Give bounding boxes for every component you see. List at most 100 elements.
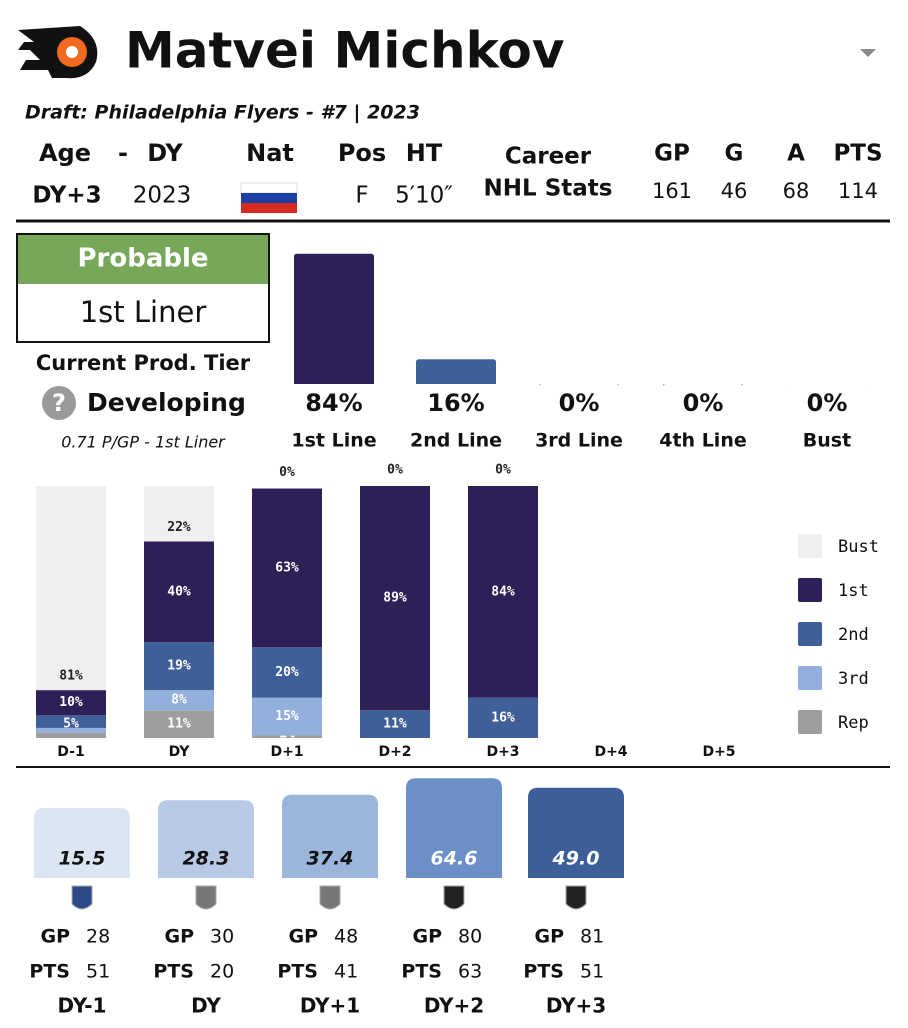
bio-header: Age <box>39 139 91 167</box>
flag-blue <box>241 193 297 203</box>
stack-segment <box>468 486 538 698</box>
league-logo <box>71 885 93 910</box>
outcome-value: 0% <box>683 389 724 417</box>
segment-label: 0% <box>495 463 511 478</box>
flag <box>240 182 298 213</box>
stack-category: DY <box>169 744 191 760</box>
pts-value: 41 <box>334 961 358 983</box>
stat-label: PTS <box>401 961 442 983</box>
season-bar <box>528 787 624 878</box>
dropdown[interactable] <box>860 49 876 57</box>
segment-label: 22% <box>167 520 191 535</box>
league-logo <box>319 885 341 910</box>
stack-segment <box>36 732 106 738</box>
player-name: Matvei Michkov <box>125 22 564 80</box>
segment-label: 0% <box>279 465 295 480</box>
stack-segment <box>252 647 322 698</box>
tier: 1st Liner <box>80 295 207 329</box>
season-category: DY+3 <box>546 994 606 1018</box>
outcome-category: 2nd Line <box>410 430 502 452</box>
stat-label: PTS <box>153 961 194 983</box>
bio-value: F <box>355 183 368 209</box>
season-category: DY <box>191 994 221 1018</box>
stat-label: PTS <box>523 961 564 983</box>
outcome-category: 1st Line <box>291 430 376 452</box>
career-header: GP <box>654 141 690 167</box>
gp-value: 30 <box>210 926 234 948</box>
outcome-bar <box>539 384 619 387</box>
outcome-value: 0% <box>559 389 600 417</box>
stack-segment <box>252 697 322 736</box>
career-value: 68 <box>783 179 810 203</box>
career-title: NHL Stats <box>484 176 613 202</box>
career-title: Career <box>505 144 592 170</box>
legend-label: Rep <box>838 713 869 733</box>
stack-category: D+2 <box>378 744 411 760</box>
legend-swatch <box>798 666 822 690</box>
flag-white <box>240 182 298 194</box>
legend-swatch <box>798 710 822 734</box>
stack-segment <box>144 642 214 691</box>
team-logo <box>18 26 98 79</box>
season-value: 15.5 <box>59 848 106 870</box>
stat-label: PTS <box>277 961 318 983</box>
draft-info: Draft: Philadelphia Flyers - #7 | 2023 <box>25 102 420 124</box>
bio-value: 2023 <box>133 183 192 209</box>
legend-label: 2nd <box>838 625 869 645</box>
outcome-value: 0% <box>807 389 848 417</box>
logo-center <box>66 46 78 58</box>
stat-label: GP <box>412 926 442 948</box>
pts-value: 20 <box>210 961 234 983</box>
segment-label: 15% <box>275 709 299 724</box>
stat-label: GP <box>534 926 564 948</box>
stack-segment <box>144 710 214 738</box>
flag-red <box>241 203 297 213</box>
gp-value: 81 <box>580 926 604 948</box>
segment-label: 5% <box>63 716 79 731</box>
season-category: DY-1 <box>58 994 107 1018</box>
legend-label: Bust <box>838 537 879 557</box>
stack-segment <box>36 690 106 716</box>
rate: 0.71 P/GP - 1st Liner <box>61 433 226 452</box>
segment-label: 16% <box>491 710 515 725</box>
segment-label: 20% <box>275 665 299 680</box>
legend-swatch <box>798 622 822 646</box>
stack-category: D+1 <box>270 744 303 760</box>
segment-label: 0% <box>387 463 403 478</box>
outcome-category: 3rd Line <box>535 430 623 452</box>
help-glyph: ? <box>52 389 66 417</box>
season-bar <box>282 794 378 878</box>
stack-segment <box>36 486 106 691</box>
stack-segment <box>36 727 106 733</box>
segment-label: 63% <box>275 560 299 575</box>
stack-segment <box>252 735 322 738</box>
career-header: G <box>725 141 744 167</box>
season-value: 64.6 <box>431 848 478 870</box>
segment-label: 11% <box>383 717 407 732</box>
legend-label: 1st <box>838 581 869 601</box>
stat-label: GP <box>288 926 318 948</box>
season-bar <box>158 800 254 878</box>
stack-segment <box>144 541 214 643</box>
stack-segment <box>252 488 322 648</box>
season-category: DY+1 <box>300 994 360 1018</box>
stat-label: GP <box>164 926 194 948</box>
help-icon[interactable] <box>42 386 76 420</box>
status: Developing <box>87 388 246 417</box>
gp-value: 80 <box>458 926 482 948</box>
outcome-value: 84% <box>305 389 362 417</box>
stack-category: D+5 <box>702 744 735 760</box>
bio-value: DY+3 <box>32 183 101 209</box>
stack-segment <box>144 690 214 711</box>
league-logo <box>443 885 465 910</box>
outcome-bar <box>416 359 496 384</box>
segment-label: 10% <box>59 695 83 710</box>
stack-category: D-1 <box>57 744 84 760</box>
season-bar <box>34 808 130 878</box>
bio-header: Nat <box>246 139 294 167</box>
stack-segment <box>36 715 106 728</box>
stat-label: PTS <box>29 961 70 983</box>
bio-header: - <box>118 139 128 167</box>
stack-segment <box>360 486 430 711</box>
career-value: 161 <box>652 179 692 203</box>
